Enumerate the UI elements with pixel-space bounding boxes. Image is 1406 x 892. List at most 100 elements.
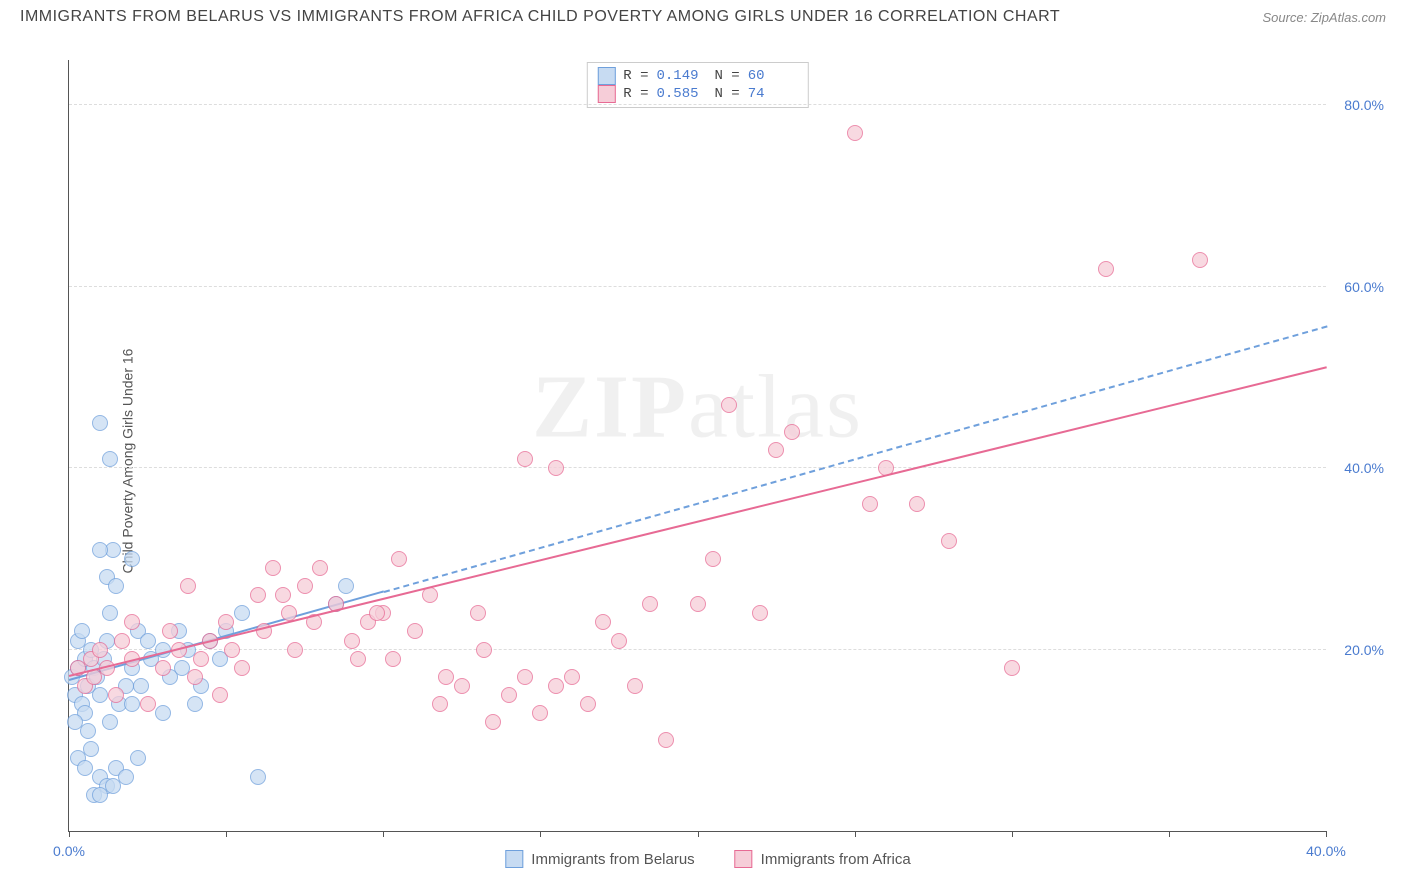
data-point	[234, 605, 250, 621]
data-point	[130, 750, 146, 766]
data-point	[180, 578, 196, 594]
x-tick	[226, 831, 227, 837]
data-point	[118, 769, 134, 785]
n-value: 60	[748, 68, 798, 84]
data-point	[187, 696, 203, 712]
data-point	[432, 696, 448, 712]
data-point	[224, 642, 240, 658]
data-point	[485, 714, 501, 730]
x-tick	[855, 831, 856, 837]
data-point	[784, 424, 800, 440]
data-point	[391, 551, 407, 567]
r-label: R =	[623, 86, 648, 102]
data-point	[187, 669, 203, 685]
data-point	[690, 596, 706, 612]
data-point	[114, 633, 130, 649]
correlation-legend: R = 0.149 N = 60R =0.585N =74	[586, 62, 808, 108]
data-point	[92, 415, 108, 431]
data-point	[595, 614, 611, 630]
x-tick-label: 40.0%	[1306, 843, 1346, 859]
data-point	[338, 578, 354, 594]
gridline-h	[69, 467, 1326, 468]
legend-row: R =0.585N =74	[597, 85, 797, 103]
data-point	[611, 633, 627, 649]
data-point	[862, 496, 878, 512]
gridline-h	[69, 649, 1326, 650]
data-point	[102, 605, 118, 621]
chart-title: IMMIGRANTS FROM BELARUS VS IMMIGRANTS FR…	[20, 8, 1060, 26]
y-tick-label: 20.0%	[1344, 642, 1384, 658]
data-point	[385, 651, 401, 667]
data-point	[407, 623, 423, 639]
x-tick	[698, 831, 699, 837]
data-point	[92, 542, 108, 558]
y-tick-label: 80.0%	[1344, 97, 1384, 113]
data-point	[80, 723, 96, 739]
legend-row: R = 0.149 N = 60	[597, 67, 797, 85]
data-point	[768, 442, 784, 458]
y-tick-label: 40.0%	[1344, 460, 1384, 476]
x-tick	[383, 831, 384, 837]
data-point	[92, 642, 108, 658]
data-point	[312, 560, 328, 576]
data-point	[124, 614, 140, 630]
data-point	[438, 669, 454, 685]
data-point	[250, 587, 266, 603]
data-point	[124, 551, 140, 567]
y-tick-label: 60.0%	[1344, 279, 1384, 295]
data-point	[297, 578, 313, 594]
x-tick	[1012, 831, 1013, 837]
data-point	[92, 687, 108, 703]
data-point	[627, 678, 643, 694]
x-tick	[1326, 831, 1327, 837]
data-point	[102, 714, 118, 730]
data-point	[580, 696, 596, 712]
data-point	[1004, 660, 1020, 676]
data-point	[658, 732, 674, 748]
watermark: ZIPatlas	[532, 355, 863, 458]
legend-swatch	[505, 850, 523, 868]
x-tick-label: 0.0%	[53, 843, 85, 859]
r-label: R =	[623, 68, 648, 84]
legend-label: Immigrants from Africa	[761, 851, 911, 868]
data-point	[133, 678, 149, 694]
data-point	[941, 533, 957, 549]
n-value: 74	[748, 86, 798, 102]
data-point	[564, 669, 580, 685]
data-point	[124, 696, 140, 712]
trend-line	[69, 366, 1327, 677]
data-point	[250, 769, 266, 785]
r-value: 0.149	[657, 68, 707, 84]
scatter-plot: ZIPatlas R =0.149N =60R =0.585N =74 20.0…	[68, 60, 1326, 832]
data-point	[193, 651, 209, 667]
data-point	[140, 633, 156, 649]
data-point	[476, 642, 492, 658]
data-point	[548, 460, 564, 476]
data-point	[532, 705, 548, 721]
data-point	[548, 678, 564, 694]
data-point	[74, 623, 90, 639]
data-point	[847, 125, 863, 141]
data-point	[752, 605, 768, 621]
data-point	[350, 651, 366, 667]
legend-swatch	[597, 85, 615, 103]
legend-label: Immigrants from Belarus	[531, 851, 694, 868]
data-point	[155, 705, 171, 721]
data-point	[517, 669, 533, 685]
data-point	[234, 660, 250, 676]
data-point	[517, 451, 533, 467]
data-point	[212, 687, 228, 703]
data-point	[705, 551, 721, 567]
data-point	[108, 578, 124, 594]
data-point	[909, 496, 925, 512]
data-point	[108, 687, 124, 703]
data-point	[140, 696, 156, 712]
gridline-h	[69, 286, 1326, 287]
data-point	[470, 605, 486, 621]
data-point	[721, 397, 737, 413]
data-point	[1192, 252, 1208, 268]
x-tick	[1169, 831, 1170, 837]
x-tick	[69, 831, 70, 837]
n-label: N =	[715, 68, 740, 84]
data-point	[275, 587, 291, 603]
